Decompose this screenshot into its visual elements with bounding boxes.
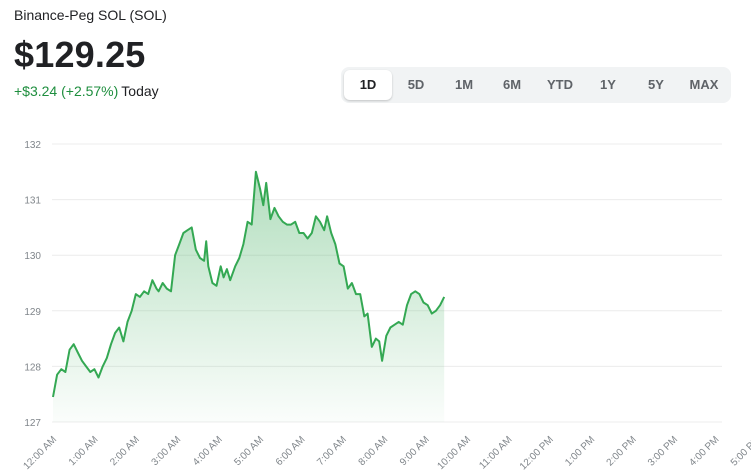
range-max-button[interactable]: MAX [689, 77, 719, 92]
range-1y-button[interactable]: 1Y [600, 77, 616, 92]
price-area [53, 171, 445, 422]
range-6m-button[interactable]: 6M [502, 77, 522, 92]
range-1d-button[interactable]: 1D [344, 70, 392, 100]
x-tick-label: 12:00 PM [518, 434, 556, 472]
y-tick-label: 129 [24, 307, 41, 318]
range-1m-button[interactable]: 1M [454, 77, 474, 92]
x-tick-label: 4:00 AM [191, 434, 225, 468]
x-axis: 12:00 AM 1:00 AM 2:00 AM 3:00 AM 4:00 AM 5:00… [21, 434, 751, 472]
x-tick-label: 3:00 PM [646, 434, 680, 468]
current-price: $129.25 [14, 34, 146, 75]
x-tick-label: 7:00 AM [315, 434, 349, 468]
y-tick-label: 128 [24, 362, 41, 373]
x-tick-label: 11:00 AM [477, 434, 514, 471]
y-axis: 127 128 129 130 131 132 [24, 140, 41, 429]
change-value: +$3.24 (+2.57%) [14, 83, 119, 99]
x-tick-label: 2:00 AM [108, 434, 142, 468]
price-change: +$3.24 (+2.57%) Today [14, 83, 159, 99]
range-selector: 1D 5D 1M 6M YTD 1Y 5Y MAX [341, 67, 731, 103]
x-tick-label: 10:00 AM [435, 434, 473, 472]
y-tick-label: 130 [24, 251, 41, 262]
y-tick-label: 132 [24, 140, 41, 151]
x-tick-label: 5:00 AM [232, 434, 266, 468]
y-tick-label: 127 [24, 418, 41, 429]
x-tick-label: 3:00 AM [150, 434, 184, 468]
range-5d-button[interactable]: 5D [407, 77, 425, 92]
change-period: Today [121, 83, 159, 99]
price-line [52, 170, 446, 398]
x-tick-label: 5:00 PM [729, 434, 751, 468]
range-ytd-button[interactable]: YTD [547, 77, 573, 92]
x-tick-label: 1:00 PM [563, 434, 597, 468]
y-tick-label: 131 [24, 196, 41, 207]
asset-name: Binance-Peg SOL (SOL) [14, 7, 167, 23]
x-tick-label: 6:00 AM [274, 434, 308, 468]
range-5y-button[interactable]: 5Y [648, 77, 664, 92]
x-tick-label: 9:00 AM [398, 434, 432, 468]
x-tick-label: 12:00 AM [21, 434, 59, 472]
x-tick-label: 1:00 AM [67, 434, 101, 468]
x-tick-label: 8:00 AM [357, 434, 391, 468]
x-tick-label: 2:00 PM [605, 434, 639, 468]
x-tick-label: 4:00 PM [687, 434, 721, 468]
